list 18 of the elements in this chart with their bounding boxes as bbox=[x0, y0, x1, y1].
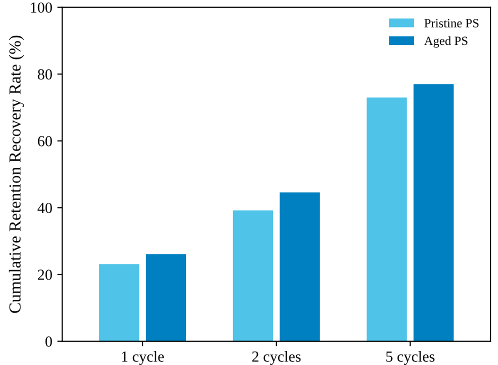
bar bbox=[99, 264, 140, 342]
bar bbox=[366, 97, 407, 342]
legend-label: Aged PS bbox=[424, 36, 468, 48]
x-tick-label: 2 cycles bbox=[252, 350, 301, 365]
y-tick-label: 0 bbox=[45, 336, 52, 347]
y-tick-label: 60 bbox=[38, 136, 52, 146]
bar bbox=[232, 210, 274, 342]
x-tick-label: 5 cycles bbox=[386, 350, 434, 365]
y-tick-label: 100 bbox=[30, 2, 52, 13]
bar bbox=[146, 254, 186, 342]
x-tick-label: 1 cycle bbox=[122, 350, 164, 365]
y-tick-label: 80 bbox=[38, 69, 52, 80]
bar bbox=[280, 192, 320, 342]
legend-label: Pristine PS bbox=[424, 19, 479, 28]
y-tick-label: 20 bbox=[38, 270, 52, 280]
y-axis-title: Cumulative Retention Recovery Rate (%) bbox=[8, 36, 24, 313]
y-tick-label: 40 bbox=[38, 202, 52, 214]
bar bbox=[414, 84, 454, 342]
